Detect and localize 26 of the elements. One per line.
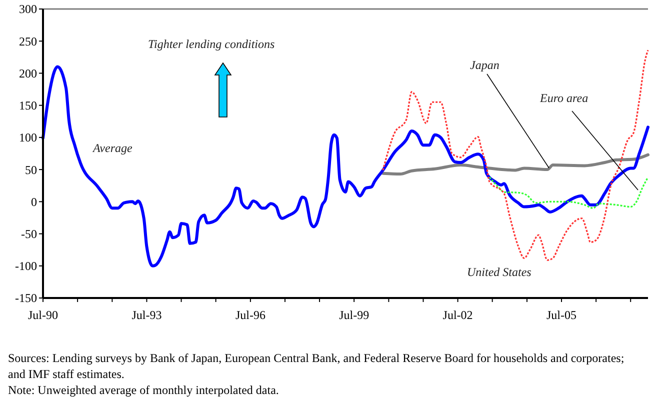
- line-series: [488, 176, 649, 209]
- y-tick-label: 200: [19, 66, 37, 80]
- y-tick-label: 250: [19, 34, 37, 48]
- y-tick-label: -150: [15, 291, 37, 306]
- text: Japan: [470, 58, 500, 72]
- x-tick-label: Jul-90: [28, 308, 58, 322]
- text: Euro area: [539, 91, 588, 105]
- y-tick-label: -50: [21, 226, 37, 241]
- x-tick-label: Jul-96: [235, 308, 266, 322]
- y-tick-label: 100: [19, 130, 37, 145]
- y-tick-label: 50: [25, 162, 37, 177]
- y-tick-label: 150: [19, 98, 37, 113]
- text: Note: Unweighted average of monthly interpolated data.: [8, 383, 279, 397]
- series-label: United States: [467, 265, 532, 279]
- y-tick-label: 0: [31, 194, 37, 209]
- x-tick-label: Jul-05: [546, 308, 577, 322]
- y-tick-label: 300: [19, 2, 37, 16]
- y-tick-label: -100: [15, 259, 37, 274]
- annotation: Tighter lending conditions: [148, 37, 275, 51]
- x-tick-label: Jul-02: [442, 308, 473, 322]
- source-note: Sources: Lending surveys by Bank of Japan, European Central Bank, and Federal Reserve Board for households and corporates; and IMF staff estimates.: [8, 351, 624, 381]
- series-label: Average: [92, 141, 133, 155]
- x-tick-label: Jul-93: [132, 308, 162, 322]
- line-series: [382, 49, 649, 261]
- x-tick-label: Jul-99: [339, 308, 370, 322]
- line-series: [381, 153, 650, 176]
